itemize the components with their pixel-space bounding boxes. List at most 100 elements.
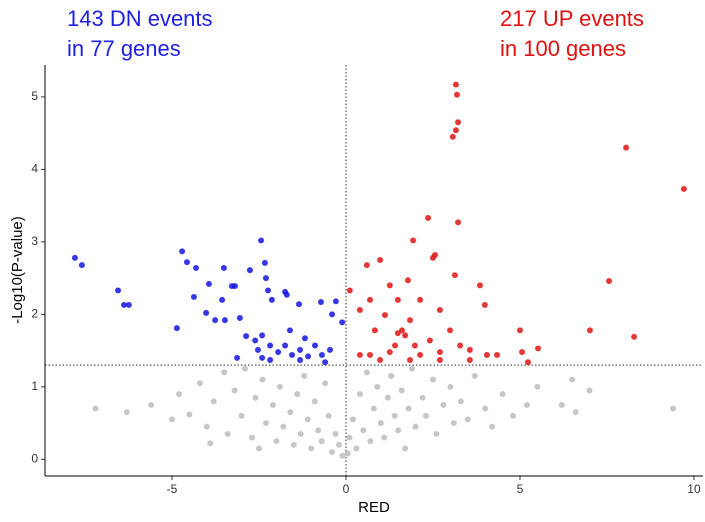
- point: [254, 346, 262, 353]
- point: [295, 301, 303, 308]
- point: [268, 296, 275, 303]
- point: [328, 448, 336, 456]
- point: [264, 287, 272, 294]
- point: [325, 412, 332, 419]
- point: [243, 333, 250, 340]
- point: [304, 416, 311, 423]
- point: [332, 430, 339, 438]
- point: [436, 356, 444, 364]
- point: [283, 291, 290, 298]
- point: [466, 346, 473, 353]
- point: [318, 438, 325, 445]
- annotation-line: in 77 genes: [67, 36, 181, 61]
- y-tick-label: 4: [31, 162, 38, 176]
- point: [377, 419, 384, 427]
- point: [203, 423, 210, 430]
- point: [436, 306, 444, 314]
- point: [356, 390, 364, 398]
- point: [275, 348, 282, 356]
- y-tick-label: 3: [31, 234, 38, 248]
- point: [569, 376, 576, 383]
- point: [286, 327, 294, 334]
- point: [114, 287, 122, 294]
- x-axis-label: RED: [358, 499, 390, 516]
- point: [248, 434, 256, 441]
- point: [360, 427, 367, 434]
- point: [335, 441, 343, 448]
- point: [261, 259, 269, 266]
- point: [483, 351, 491, 359]
- point: [440, 401, 447, 409]
- point: [534, 383, 541, 390]
- point: [294, 390, 301, 398]
- point: [367, 438, 374, 445]
- point: [210, 398, 217, 405]
- point: [404, 277, 412, 284]
- point: [290, 441, 297, 448]
- point: [436, 348, 444, 356]
- point: [518, 348, 526, 356]
- point: [276, 383, 283, 390]
- point: [326, 346, 334, 353]
- point: [241, 365, 249, 372]
- point: [356, 306, 364, 314]
- point: [417, 351, 424, 359]
- point: [429, 376, 437, 383]
- point: [252, 394, 259, 401]
- point: [346, 287, 353, 294]
- point: [386, 282, 393, 289]
- point: [402, 332, 409, 339]
- point: [405, 405, 412, 412]
- point: [212, 317, 219, 324]
- point: [669, 405, 677, 412]
- point: [356, 351, 364, 359]
- point: [376, 256, 384, 264]
- point: [391, 342, 399, 349]
- point: [259, 354, 266, 361]
- point: [71, 254, 79, 261]
- point: [301, 335, 309, 342]
- point: [280, 423, 287, 430]
- point: [175, 390, 183, 398]
- point: [572, 409, 579, 416]
- point: [344, 450, 351, 457]
- point: [524, 359, 532, 366]
- point: [257, 237, 265, 244]
- x-tick-label: 0: [343, 482, 350, 496]
- point: [394, 330, 401, 337]
- point: [192, 264, 200, 272]
- point: [398, 387, 405, 394]
- point: [476, 282, 484, 289]
- point: [384, 394, 391, 401]
- point: [281, 342, 289, 349]
- point: [406, 317, 414, 324]
- x-tick-label: 5: [517, 482, 524, 496]
- point: [499, 390, 506, 398]
- point: [366, 351, 374, 359]
- point: [534, 345, 542, 352]
- point: [452, 127, 460, 134]
- point: [186, 411, 193, 418]
- point: [233, 354, 241, 361]
- point: [363, 369, 370, 376]
- point: [220, 264, 227, 272]
- point: [315, 427, 322, 434]
- point: [386, 348, 393, 356]
- point: [207, 440, 214, 447]
- point: [339, 319, 346, 326]
- point: [464, 416, 471, 423]
- point: [523, 401, 531, 409]
- point: [92, 405, 99, 412]
- point: [353, 445, 360, 452]
- point: [322, 380, 329, 387]
- x-tick-label: 10: [687, 482, 701, 496]
- y-tick-label: 0: [31, 451, 38, 465]
- point: [493, 351, 501, 359]
- y-tick-label: 5: [31, 89, 38, 103]
- point: [267, 342, 274, 349]
- point: [123, 409, 130, 416]
- annotation-line: 217 UP events: [500, 6, 644, 31]
- point: [452, 81, 460, 88]
- point: [450, 419, 457, 427]
- point: [259, 376, 266, 383]
